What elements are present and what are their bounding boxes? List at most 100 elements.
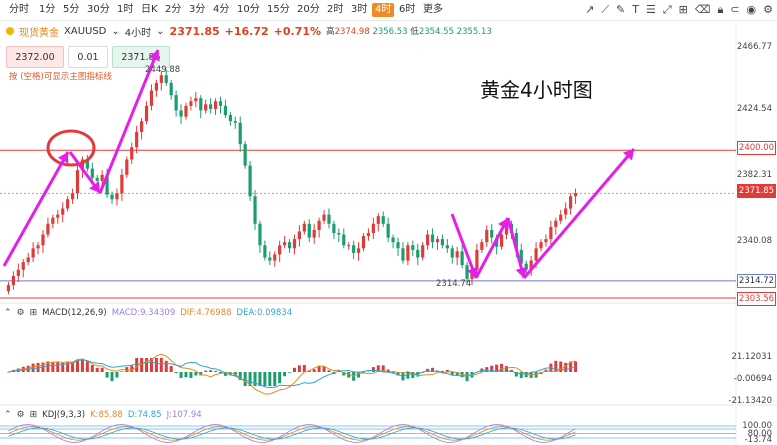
- macd-bar: [135, 358, 139, 372]
- timeframe-tab[interactable]: 2时: [327, 4, 344, 15]
- candle-body: [115, 193, 119, 200]
- candle-body: [504, 223, 509, 235]
- chevron-down-icon[interactable]: ⌄: [111, 25, 120, 37]
- magnet-icon[interactable]: ⊂: [730, 3, 740, 16]
- settings-icon[interactable]: ⚙: [763, 3, 773, 16]
- macd-bar: [362, 372, 365, 373]
- buy-button[interactable]: 2371.85: [112, 46, 170, 68]
- macd-bar: [204, 370, 208, 372]
- candle-body: [475, 249, 479, 270]
- dea-value: DEA:0.09834: [236, 308, 293, 318]
- macd-bar: [564, 362, 568, 372]
- macd-bar: [283, 372, 287, 377]
- candle-body: [499, 234, 504, 247]
- candle-body: [342, 234, 346, 246]
- timeframe-tab[interactable]: 日K: [141, 4, 158, 15]
- timeframe-tab[interactable]: 4分: [213, 4, 230, 15]
- trend-arrow-drop-head: [466, 266, 479, 278]
- kdj-tick: 100.00: [742, 421, 772, 431]
- timeframe-tab[interactable]: 分时: [9, 4, 29, 15]
- expand-icon[interactable]: ⊞: [29, 410, 38, 420]
- timeframe-tab[interactable]: 更多: [423, 4, 443, 15]
- macd-bar: [258, 372, 262, 386]
- lock-icon[interactable]: 🔒︎: [717, 3, 724, 16]
- macd-bar: [371, 367, 375, 372]
- macd-name[interactable]: MACD(12,26,9): [42, 308, 107, 318]
- candle-body: [317, 220, 321, 230]
- candle-body: [248, 165, 252, 197]
- d-line: [8, 427, 576, 440]
- high-mark-label: 2449.88: [145, 65, 181, 75]
- indicator-icon[interactable]: ⊞: [678, 3, 688, 16]
- candle-body: [337, 232, 341, 235]
- timeframe-tab[interactable]: 15分: [267, 4, 290, 15]
- macd-bar: [263, 372, 267, 386]
- settings-icon[interactable]: ⚙: [16, 410, 25, 420]
- eraser-icon[interactable]: ⌫: [694, 3, 711, 16]
- macd-bar: [440, 370, 444, 372]
- pencil-icon[interactable]: ✎: [616, 3, 626, 16]
- timeframe-tab[interactable]: 3时: [351, 4, 368, 15]
- collapse-icon[interactable]: ⌃: [4, 410, 12, 420]
- timeframe-tab[interactable]: 1时: [117, 4, 134, 15]
- macd-bar: [519, 372, 523, 378]
- candle-body: [426, 234, 430, 246]
- price-tick: 2424.54: [736, 104, 772, 114]
- chevron-down-icon[interactable]: ⌄: [156, 25, 165, 37]
- period-label[interactable]: 4小时: [124, 27, 152, 39]
- fullscreen-icon[interactable]: ⤢: [662, 3, 672, 16]
- timeframe-tab[interactable]: 4时: [372, 3, 395, 17]
- timeframe-tab[interactable]: 30分: [87, 4, 110, 15]
- candle-body: [41, 234, 45, 246]
- candle-body: [149, 90, 154, 106]
- macd-bar: [110, 372, 114, 382]
- macd-bar: [559, 361, 563, 372]
- macd-bar: [80, 358, 84, 372]
- collapse-icon[interactable]: ⌃: [4, 308, 12, 318]
- candle-body: [184, 105, 188, 117]
- macd-bar: [505, 366, 508, 372]
- candle-body: [450, 248, 454, 258]
- timeframe-tab[interactable]: 10分: [237, 4, 260, 15]
- timeframe-toolbar: 分时 1分 5分 30分 1时 日K 2分 3分 4分 10分 15分 20分 2时 3时 4时 6时 更多 ↗…: [0, 0, 777, 21]
- quantity-input[interactable]: 0.01: [68, 46, 108, 68]
- timeframe-tab[interactable]: 6时: [399, 4, 416, 15]
- trend-arrow-retest-head: [515, 266, 528, 278]
- macd-bar: [169, 366, 173, 372]
- macd-bar: [140, 358, 144, 372]
- candle-body: [485, 229, 489, 243]
- candle-body: [6, 285, 11, 292]
- kdj-name[interactable]: KDJ(9,3,3): [42, 410, 86, 420]
- instrument-symbol[interactable]: XAUUSD: [64, 25, 107, 37]
- annotation-title: 黄金4小时图: [480, 78, 593, 102]
- trend-icon[interactable]: ↗: [585, 3, 595, 16]
- macd-bar: [228, 372, 232, 375]
- eye-icon[interactable]: ◉: [746, 3, 757, 16]
- candle-body: [465, 265, 469, 279]
- macd-bar: [199, 372, 203, 376]
- fib-icon[interactable]: ☰: [645, 3, 656, 16]
- macd-bar: [214, 370, 218, 372]
- macd-bar: [194, 372, 198, 376]
- macd-bar: [130, 365, 134, 372]
- macd-bar: [337, 371, 341, 372]
- expand-icon[interactable]: ⊞: [29, 308, 38, 318]
- settings-icon[interactable]: ⚙: [16, 308, 25, 318]
- kdj-tick: 80.00: [747, 429, 772, 439]
- candle-body: [21, 262, 25, 270]
- order-bar: 2372.00 0.01 2371.85: [6, 46, 170, 68]
- trend-arrow-drop: [450, 213, 478, 279]
- macd-bar: [120, 371, 124, 372]
- instrument-name[interactable]: 现货黄金: [19, 27, 59, 39]
- ruler-icon[interactable]: ⟋: [601, 3, 610, 16]
- timeframe-tab[interactable]: 20分: [297, 4, 320, 15]
- timeframe-tab[interactable]: 5分: [63, 4, 80, 15]
- candle-body: [61, 208, 65, 215]
- timeframe-tab[interactable]: 1分: [39, 4, 56, 15]
- text-icon[interactable]: T: [632, 3, 639, 16]
- timeframe-tab[interactable]: 3分: [189, 4, 206, 15]
- macd-bar: [292, 367, 296, 372]
- sell-button[interactable]: 2372.00: [6, 46, 64, 68]
- timeframe-tab[interactable]: 2分: [165, 4, 182, 15]
